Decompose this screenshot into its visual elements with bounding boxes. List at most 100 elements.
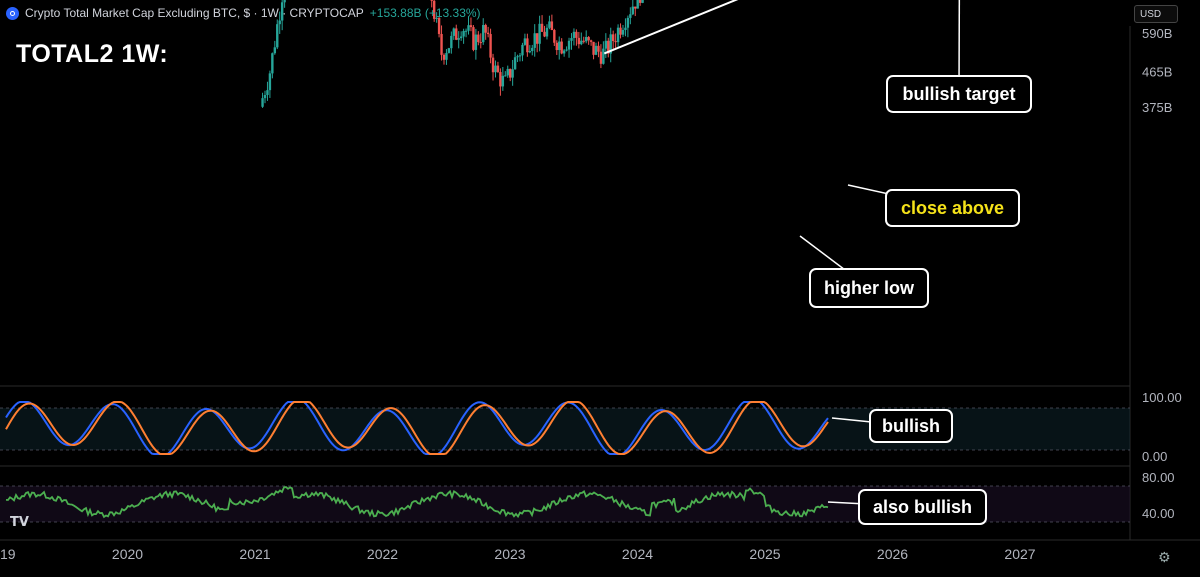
candle-body xyxy=(437,17,441,34)
candle-body xyxy=(516,56,519,58)
candle-body xyxy=(271,53,274,74)
candle-body xyxy=(528,51,532,53)
candle-body xyxy=(543,31,546,37)
time-tick-label: 2021 xyxy=(239,546,270,562)
candle-body xyxy=(513,57,517,70)
close-above-callout-label: close above xyxy=(901,198,1004,218)
candle-body xyxy=(447,48,451,53)
candle-body xyxy=(464,30,468,32)
candle-body xyxy=(585,37,588,42)
tradingview-logo-icon: TV xyxy=(10,515,29,530)
bullish-osc-callout-label: bullish xyxy=(882,416,940,436)
osc1-k-line xyxy=(5,401,829,455)
higher-low-callout-box xyxy=(809,268,929,308)
candle-body xyxy=(477,34,480,43)
time-tick-label: 2019 xyxy=(0,546,16,562)
osc1-band xyxy=(0,408,1130,450)
cryptocap-logo-icon xyxy=(6,6,19,20)
candle-body xyxy=(619,27,622,35)
osc1-d-line xyxy=(5,401,829,455)
candle-body xyxy=(263,95,267,99)
candle-body xyxy=(641,0,644,3)
candle-body xyxy=(558,41,561,51)
candle-body xyxy=(450,35,453,49)
price-tick-label: 750B xyxy=(1142,0,1172,2)
candle-body xyxy=(452,28,456,36)
candle-body xyxy=(273,47,277,54)
osc1-tick-label: 100.00 xyxy=(1142,390,1182,405)
candle-body xyxy=(511,69,514,78)
candle-body xyxy=(508,68,512,78)
candle-body xyxy=(607,40,610,54)
candle-body xyxy=(526,38,529,53)
candle-body xyxy=(489,34,492,58)
candle-body xyxy=(535,33,539,44)
symbol-header: Crypto Total Market Cap Excluding BTC, $… xyxy=(6,4,481,22)
higher-low-callout-label: higher low xyxy=(824,278,915,298)
candle-body xyxy=(521,44,524,56)
candle-body xyxy=(474,34,478,50)
candle-body xyxy=(577,37,581,45)
candle-body xyxy=(268,73,272,91)
candle-body xyxy=(597,45,600,52)
candle-body xyxy=(442,54,446,60)
candle-body xyxy=(499,72,502,87)
candle-body xyxy=(533,33,536,48)
candle-body xyxy=(435,17,438,19)
candle-body xyxy=(560,41,563,54)
price-tick-label: 465B xyxy=(1142,65,1172,80)
candle-body xyxy=(440,33,443,55)
close-above-callout-box xyxy=(885,189,1020,227)
candle-body xyxy=(276,24,279,48)
candle-body xyxy=(626,17,630,28)
candle-body xyxy=(432,0,436,19)
candle-body xyxy=(614,41,617,43)
price-tick-label: 375B xyxy=(1142,100,1172,115)
candle-body xyxy=(599,51,603,64)
time-tick-label: 2023 xyxy=(494,546,525,562)
time-tick-label: 2025 xyxy=(749,546,780,562)
symbol-title: Crypto Total Market Cap Excluding BTC, $… xyxy=(25,6,364,20)
candle-body xyxy=(523,38,527,45)
candle-body xyxy=(457,38,460,40)
candle-body xyxy=(278,20,281,25)
candle-body xyxy=(567,40,571,50)
also-bullish-callout-box xyxy=(858,489,987,525)
osc2-line xyxy=(5,486,829,519)
settings-gear-icon[interactable]: ⚙ xyxy=(1158,549,1171,565)
candle-body xyxy=(548,21,551,28)
candle-body xyxy=(531,47,534,52)
candle-body xyxy=(553,30,556,43)
candle-body xyxy=(430,0,433,1)
osc2-tick-label: 40.00 xyxy=(1142,506,1175,521)
candle-body xyxy=(587,37,590,41)
candle-body xyxy=(611,34,615,42)
candle-body xyxy=(484,24,487,33)
candle-body xyxy=(518,55,522,57)
candle-body xyxy=(491,57,495,73)
candle-body xyxy=(504,75,507,77)
currency-selector[interactable]: USD xyxy=(1134,5,1178,23)
price-tick-label: 590B xyxy=(1142,26,1172,41)
candle-body xyxy=(506,68,509,76)
also-bullish-callout-label: also bullish xyxy=(873,497,972,517)
candle-body xyxy=(555,42,558,51)
candle-body xyxy=(266,90,269,96)
candle-body xyxy=(462,30,465,37)
time-tick-label: 2026 xyxy=(877,546,908,562)
bullish-target-callout-box xyxy=(886,75,1032,113)
candle-body xyxy=(562,50,566,54)
candle-body xyxy=(565,49,568,51)
candle-body xyxy=(604,40,608,49)
candle-body xyxy=(631,6,634,15)
candle-body xyxy=(594,45,598,55)
candle-body xyxy=(616,27,620,43)
candle-body xyxy=(479,42,482,44)
candle-body xyxy=(582,40,585,42)
candle-body xyxy=(280,2,284,21)
candle-body xyxy=(575,31,578,38)
candle-body xyxy=(496,65,500,73)
candle-body xyxy=(486,32,490,35)
